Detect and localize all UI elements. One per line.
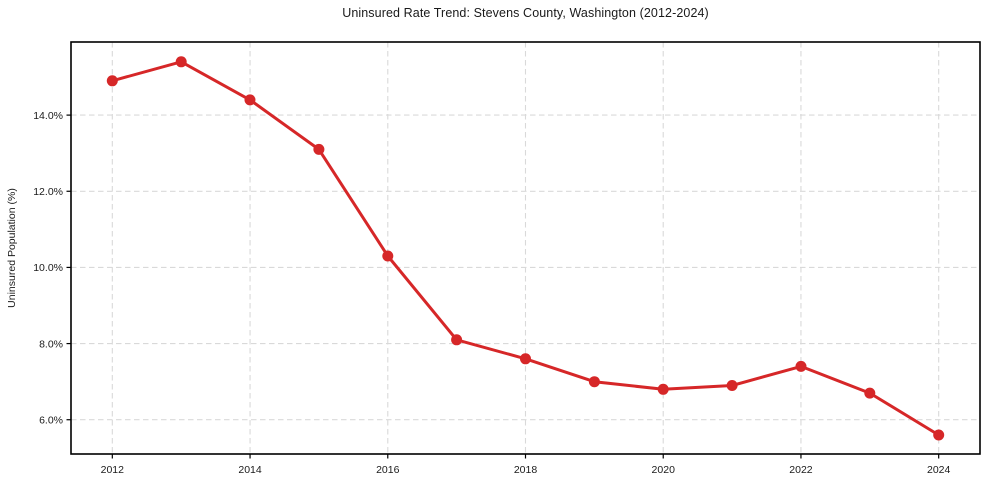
gridlines [71,42,980,454]
y-tick-label-12: 12.0% [33,186,63,198]
data-point-2014 [244,94,256,106]
x-tick-label-2018: 2018 [514,464,538,476]
data-point-2021 [726,380,738,391]
x-tick-label-2022: 2022 [789,464,813,476]
y-tick-label-10: 10.0% [33,262,63,274]
series-layer [106,56,945,441]
y-tick-label-6: 6.0% [39,415,63,427]
data-point-2012 [106,75,118,87]
y-axis-title: Uninsured Population (%) [6,188,18,308]
axes [66,41,981,459]
x-tick-label-2014: 2014 [238,464,262,476]
data-point-2016 [382,250,394,262]
data-point-2020 [657,383,669,395]
data-point-2013 [175,56,187,68]
x-tick-label-2020: 2020 [652,464,676,476]
x-tick-label-2024: 2024 [927,464,951,476]
data-point-2024 [933,429,945,441]
data-point-2023 [864,387,876,399]
y-tick-label-8: 8.0% [39,338,63,350]
tick-labels: 2012 2014 2016 2018 2020 2022 2024 6.0% 8.0% 10.0… [33,110,950,476]
data-point-2022 [795,360,807,372]
data-point-2017 [451,334,463,346]
x-tick-label-2016: 2016 [376,464,400,476]
chart-title: Uninsured Rate Trend: Stevens County, Wa… [342,6,709,20]
y-tick-label-14: 14.0% [33,110,63,122]
data-point-2015 [313,143,325,155]
data-point-2019 [588,376,600,388]
plot-border [70,41,981,455]
x-tick-label-2012: 2012 [101,464,125,476]
data-point-2018 [520,353,531,365]
